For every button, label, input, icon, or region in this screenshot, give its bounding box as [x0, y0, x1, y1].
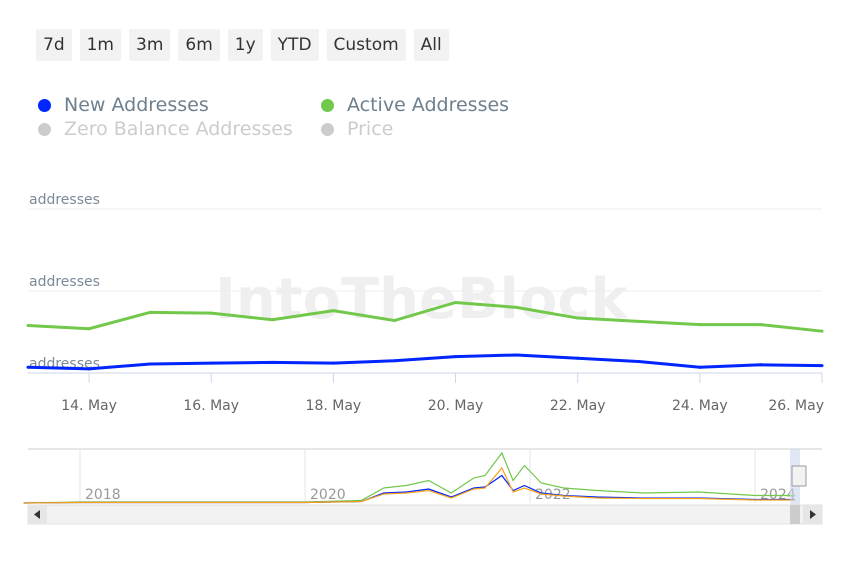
- data-point: [331, 361, 335, 365]
- range-button-ytd[interactable]: YTD: [270, 29, 319, 61]
- data-point: [148, 310, 152, 314]
- data-point: [26, 365, 30, 369]
- data-point: [576, 356, 580, 360]
- watermark: IntoTheBlock: [215, 267, 630, 332]
- series-line-new-addresses: [27, 353, 823, 371]
- range-button-1y[interactable]: 1y: [227, 29, 263, 61]
- x-tick-label: 24. May: [672, 398, 728, 414]
- navigator-series-price: [23, 466, 795, 504]
- x-tick-label: 22. May: [550, 398, 606, 414]
- data-point: [637, 319, 641, 323]
- data-point: [820, 329, 824, 333]
- data-point: [454, 355, 458, 359]
- range-button-6m[interactable]: 6m: [178, 29, 220, 61]
- data-point: [270, 318, 274, 322]
- data-point: [637, 360, 641, 364]
- y-tick-label: addresses: [29, 192, 100, 208]
- legend-label: Price: [347, 118, 394, 140]
- range-button-3m[interactable]: 3m: [129, 29, 171, 61]
- x-tick-label: 14. May: [61, 398, 117, 414]
- data-point: [26, 323, 30, 327]
- legend-label: Zero Balance Addresses: [64, 118, 293, 140]
- legend-marker: [321, 122, 334, 136]
- data-point: [515, 353, 519, 357]
- legend-item-active-addresses[interactable]: Active Addresses: [321, 94, 509, 116]
- scrollbar-thumb[interactable]: [790, 505, 800, 524]
- data-point: [515, 305, 519, 309]
- x-tick-label: 18. May: [306, 398, 362, 414]
- navigator-tick-label: 2020: [310, 487, 346, 503]
- range-button-7d[interactable]: 7d: [36, 29, 72, 61]
- range-button-custom[interactable]: Custom: [326, 29, 406, 61]
- data-point: [698, 365, 702, 369]
- legend-label: New Addresses: [64, 94, 209, 116]
- data-point: [454, 300, 458, 304]
- data-point: [270, 360, 274, 364]
- legend-label: Active Addresses: [347, 94, 510, 116]
- legend-marker: [38, 122, 51, 136]
- arrow-left-icon: [34, 510, 40, 519]
- data-point: [87, 327, 91, 331]
- data-point: [209, 361, 213, 365]
- data-point: [759, 363, 763, 367]
- data-point: [576, 316, 580, 320]
- range-button-1m[interactable]: 1m: [79, 29, 121, 61]
- navigator-tick-label: 2018: [85, 487, 121, 503]
- series-line-active-addresses: [27, 300, 823, 333]
- data-point: [698, 323, 702, 327]
- legend-item-new-addresses[interactable]: New Addresses: [38, 94, 209, 116]
- navigator-handle[interactable]: [791, 465, 807, 487]
- x-tick-label: 20. May: [428, 398, 484, 414]
- data-point: [331, 309, 335, 313]
- legend-marker: [321, 98, 334, 112]
- legend-marker: [38, 98, 51, 112]
- data-point: [148, 362, 152, 366]
- y-tick-label: addresses: [29, 274, 100, 290]
- arrow-right-icon: [810, 510, 816, 519]
- x-tick-label: 26. May: [768, 398, 824, 414]
- data-point: [87, 367, 91, 371]
- navigator[interactable]: 2018 2020 2022 2024: [23, 448, 823, 525]
- data-point: [392, 319, 396, 323]
- data-point: [209, 311, 213, 315]
- legend-item-zero-balance-addresses[interactable]: Zero Balance Addresses: [38, 118, 293, 140]
- scrollbar-track[interactable]: [27, 504, 823, 525]
- range-selector: 7d 1m 3m 6m 1y YTD Custom All: [36, 29, 449, 61]
- range-button-all[interactable]: All: [413, 29, 449, 61]
- data-point: [392, 359, 396, 363]
- navigator-series-active: [23, 451, 795, 504]
- data-point: [820, 364, 824, 368]
- data-point: [759, 323, 763, 327]
- x-tick-label: 16. May: [183, 398, 239, 414]
- legend-item-price[interactable]: Price: [321, 118, 393, 140]
